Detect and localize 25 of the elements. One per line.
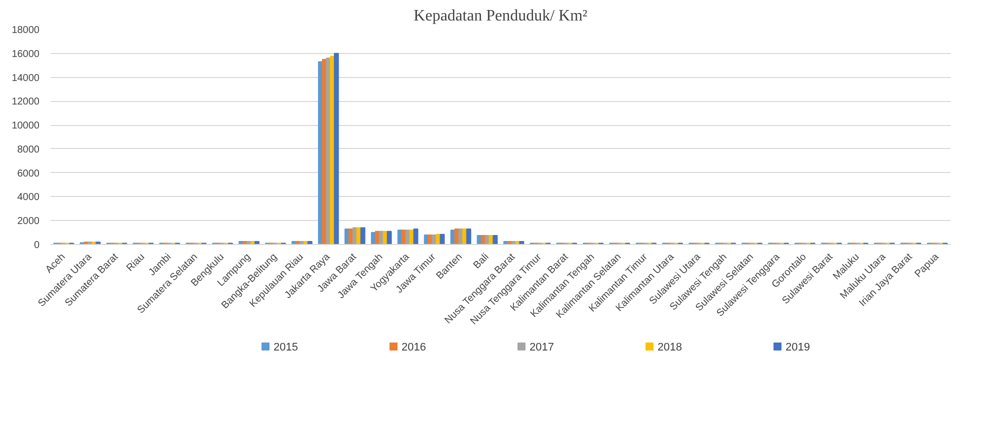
bar <box>334 52 339 244</box>
legend-label: 2016 <box>402 342 426 354</box>
y-tick-label: 8000 <box>17 144 40 156</box>
bar <box>360 227 366 244</box>
legend-label: 2017 <box>530 342 554 354</box>
bar <box>386 230 392 244</box>
y-tick-label: 18000 <box>12 25 40 36</box>
y-tick-label: 0 <box>34 240 40 251</box>
y-tick-label: 12000 <box>12 96 40 108</box>
legend-label: 2018 <box>658 342 682 354</box>
y-tick-label: 14000 <box>12 72 40 84</box>
bar <box>413 228 418 244</box>
x-tick-label: Bali <box>472 252 492 272</box>
bar <box>492 235 498 244</box>
legend-label: 2019 <box>786 342 810 354</box>
y-tick-label: 16000 <box>12 48 40 60</box>
bar <box>440 234 445 244</box>
chart-title: Kepadatan Penduduk/ Km² <box>414 8 588 24</box>
legend-label: 2015 <box>274 342 298 354</box>
y-tick-label: 2000 <box>17 216 40 228</box>
bar <box>96 242 101 244</box>
x-tick-label: Riau <box>124 252 148 274</box>
y-tick-label: 6000 <box>17 168 40 180</box>
y-tick-label: 10000 <box>12 120 40 132</box>
y-tick-label: 4000 <box>17 192 40 204</box>
